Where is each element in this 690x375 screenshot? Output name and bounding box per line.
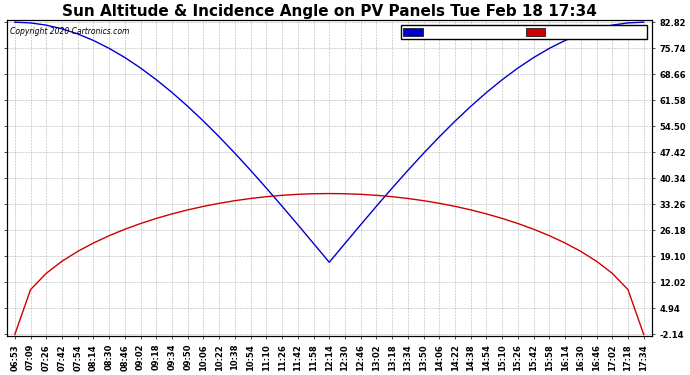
Title: Sun Altitude & Incidence Angle on PV Panels Tue Feb 18 17:34: Sun Altitude & Incidence Angle on PV Pan…: [62, 4, 597, 19]
Legend: Incident (Angle °), Altitude (Angle °): Incident (Angle °), Altitude (Angle °): [402, 25, 647, 39]
Text: Copyright 2020 Cartronics.com: Copyright 2020 Cartronics.com: [10, 27, 130, 36]
